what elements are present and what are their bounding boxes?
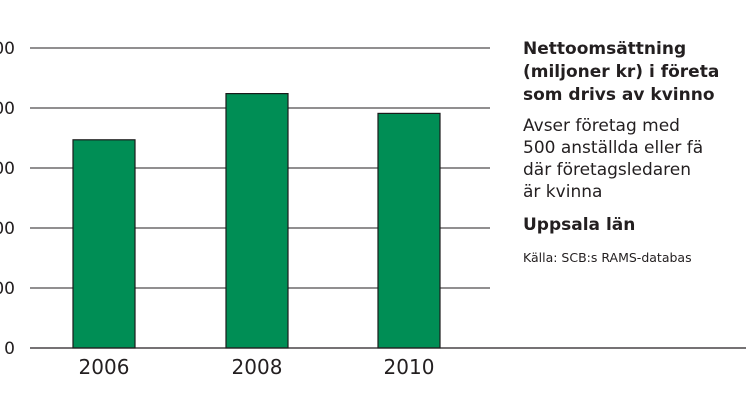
x-tick-label: 2010 bbox=[384, 355, 435, 379]
bar bbox=[225, 92, 289, 349]
chart-note-line: är kvinna bbox=[523, 182, 603, 202]
chart-title-line: som drivs av kvinno bbox=[523, 85, 715, 105]
y-tick-label: 000 bbox=[0, 159, 15, 179]
y-tick-label: 000 bbox=[0, 99, 15, 119]
y-tick-label: 000 bbox=[0, 219, 15, 239]
y-tick-label: 0 bbox=[4, 339, 15, 359]
source-label: Källa: SCB:s RAMS-databas bbox=[523, 250, 692, 265]
chart-note: Avser företag med 500 anställda eller fä… bbox=[523, 115, 746, 203]
y-tick-label: 000 bbox=[0, 279, 15, 299]
chart-title-line: (miljoner kr) i företa bbox=[523, 62, 720, 82]
chart-info-panel: Nettoomsättning (miljoner kr) i företa s… bbox=[523, 38, 746, 266]
chart-note-line: 500 anställda eller fä bbox=[523, 138, 704, 158]
bar bbox=[72, 139, 136, 349]
x-tick-label: 2008 bbox=[232, 355, 283, 379]
chart-title-line: Nettoomsättning bbox=[523, 39, 687, 59]
chart-note-line: Avser företag med bbox=[523, 116, 680, 136]
y-tick-label: 000 bbox=[0, 39, 15, 59]
x-tick-label: 2006 bbox=[79, 355, 130, 379]
region-label: Uppsala län bbox=[523, 215, 636, 235]
bar bbox=[377, 112, 441, 349]
chart-note-line: där företagsledaren bbox=[523, 160, 692, 180]
chart-title: Nettoomsättning (miljoner kr) i företa s… bbox=[523, 38, 746, 107]
